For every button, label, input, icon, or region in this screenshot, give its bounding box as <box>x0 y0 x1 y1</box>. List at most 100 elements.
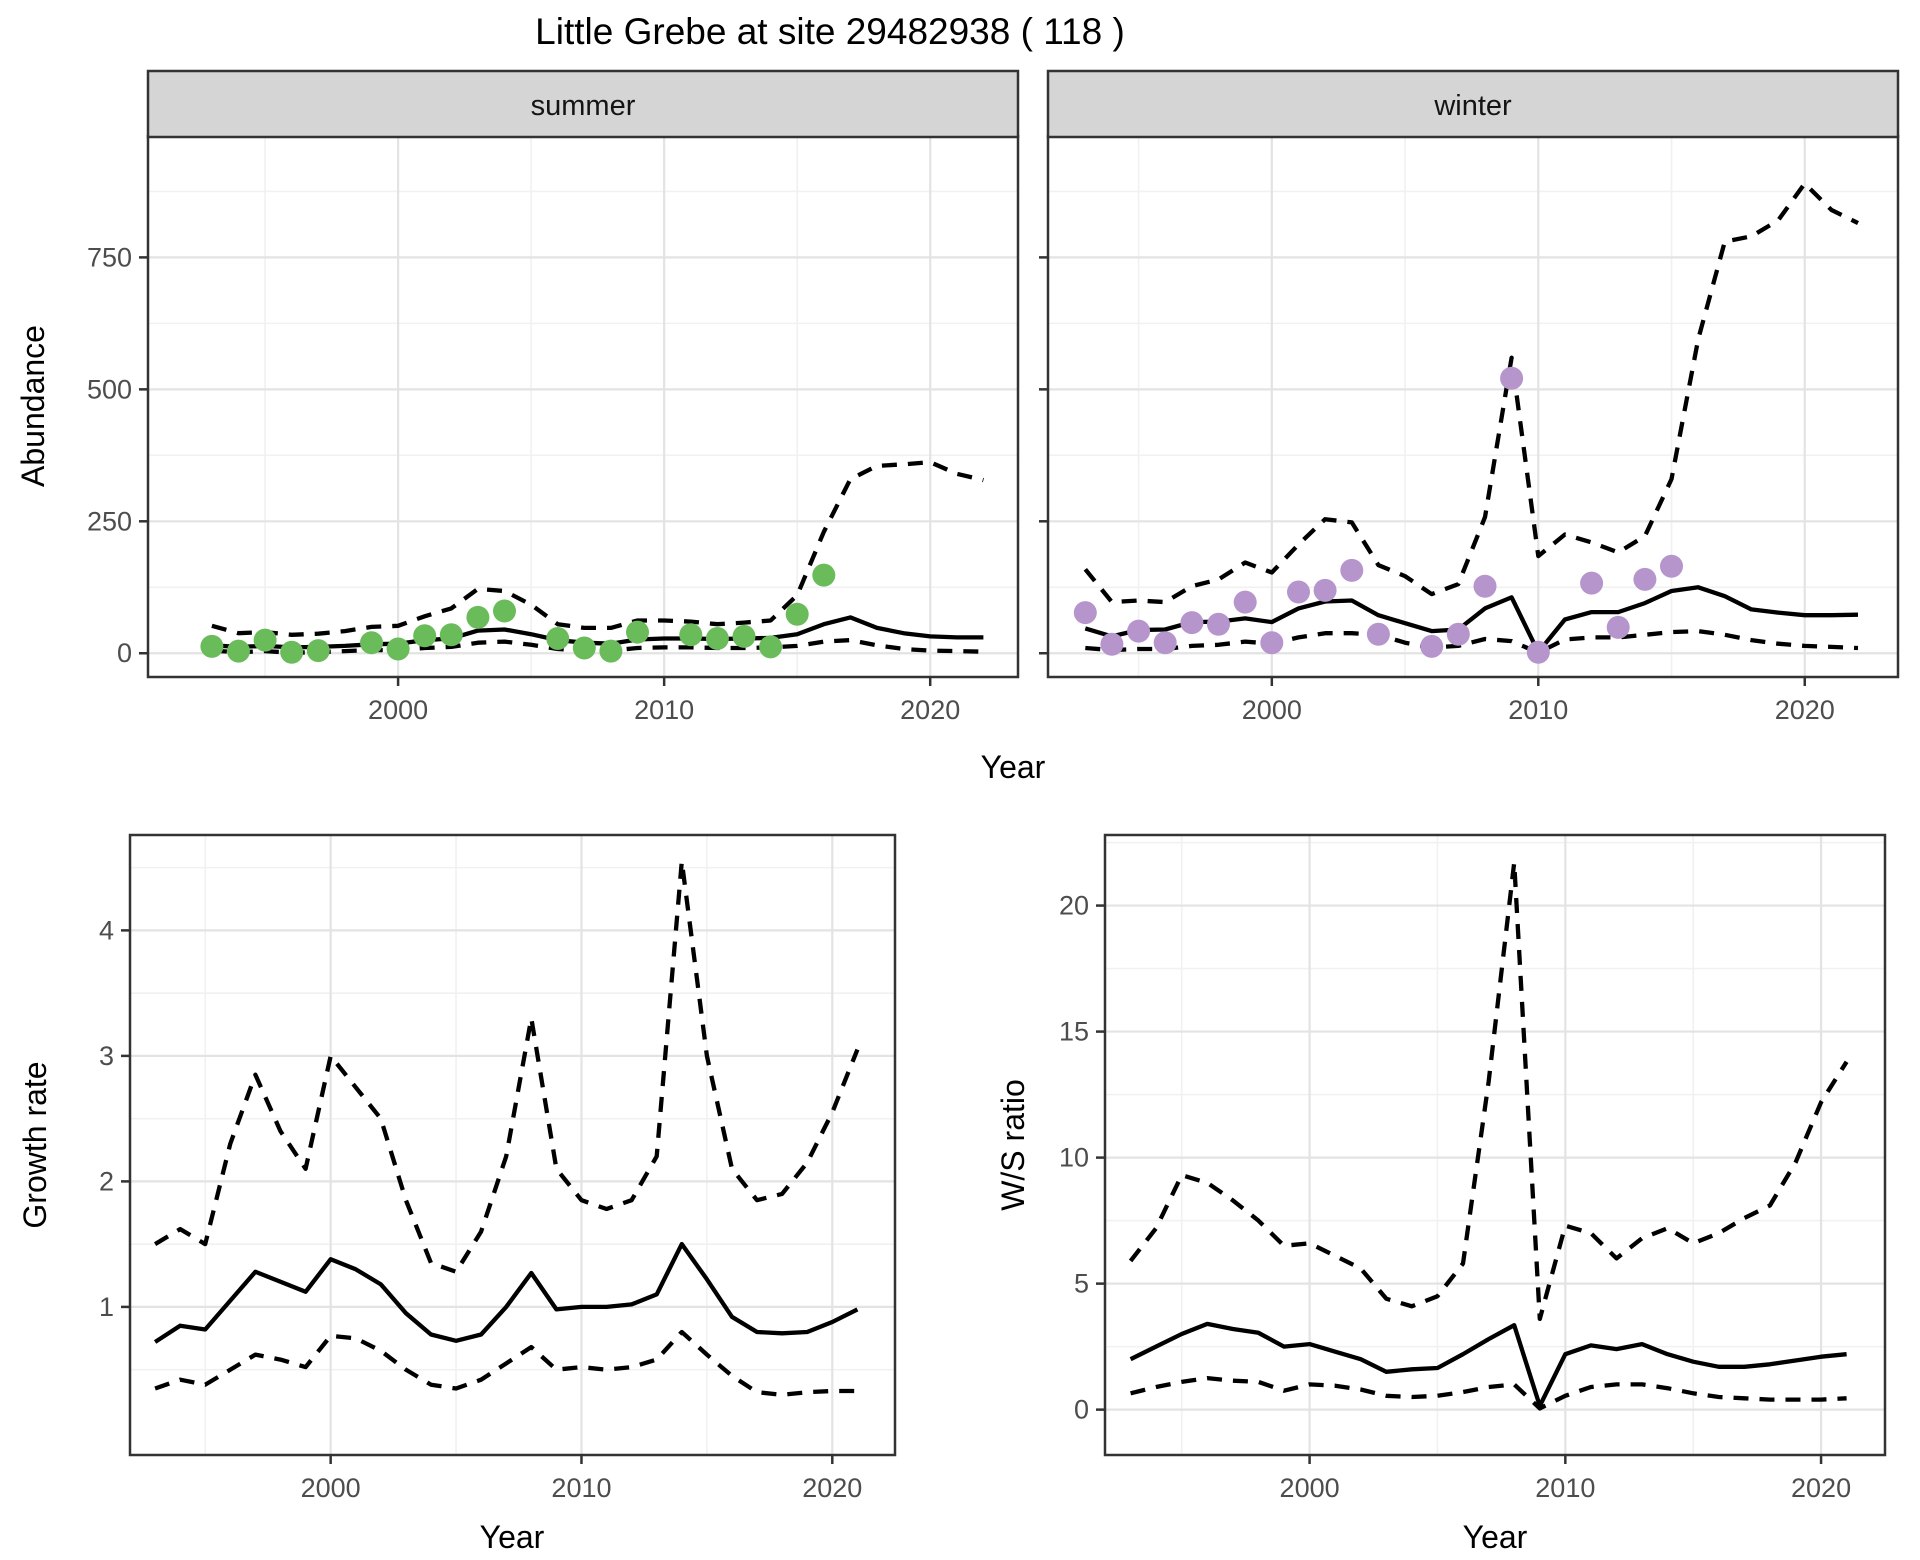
axis-ticks: 2000 2010 2020 0 5 10 15 20 <box>1059 891 1851 1503</box>
y-tick-label: 2 <box>99 1166 114 1196</box>
data-point <box>280 640 304 664</box>
y-tick-label: 500 <box>87 374 132 404</box>
panel-border <box>128 833 897 1457</box>
data-point <box>1180 611 1204 635</box>
x-tick-label: 2000 <box>301 1473 361 1503</box>
y-tick-label: 15 <box>1059 1017 1089 1047</box>
gridlines-minor <box>1105 835 1885 1455</box>
data-point <box>1207 612 1230 636</box>
y-tick-label: 750 <box>87 242 132 272</box>
y-tick-label: 250 <box>87 506 132 536</box>
x-tick-label: 2000 <box>1280 1473 1340 1503</box>
panel-border <box>1103 833 1887 1457</box>
series-mean-solid-line <box>1129 1321 1847 1409</box>
x-tick-label: 2020 <box>900 695 960 725</box>
series-upper95-dashed-line <box>1128 860 1849 1322</box>
data-point <box>599 639 623 663</box>
x-tick-label: 2010 <box>551 1473 611 1503</box>
data-point <box>572 636 596 660</box>
gridlines-major <box>1048 136 1898 677</box>
data-point <box>306 639 330 663</box>
x-tick-label: 2000 <box>1242 695 1302 725</box>
y-tick-label: 4 <box>99 915 114 945</box>
gridlines-minor <box>1048 136 1898 677</box>
data-point <box>1580 571 1604 595</box>
data-point <box>413 624 437 648</box>
y-axis-title-growth-rate: Growth rate <box>17 1061 53 1228</box>
data-point <box>1287 580 1310 604</box>
panel-abundance-summer: 2000 2010 2020 0 250 500 750 <box>87 134 1020 725</box>
y-tick-label: 1 <box>99 1292 114 1322</box>
data-point <box>732 624 756 648</box>
data-point <box>1340 558 1364 582</box>
y-tick-label: 0 <box>1074 1395 1089 1425</box>
data-point <box>1260 631 1284 655</box>
x-tick-label: 2010 <box>634 695 694 725</box>
gridlines-minor <box>130 835 895 1455</box>
data-point <box>1073 601 1097 625</box>
data-point <box>386 637 410 661</box>
plot-title: Little Grebe at site 29482938 ( 118 ) <box>535 11 1125 52</box>
facet-strip-summer-label: summer <box>531 90 636 122</box>
x-tick-label: 2020 <box>1791 1473 1851 1503</box>
x-axis-title-year-top: Year <box>981 749 1046 785</box>
facet-strip-winter: winter <box>1046 69 1900 139</box>
data-point <box>466 605 490 629</box>
data-point <box>679 623 703 647</box>
x-tick-label: 2020 <box>802 1473 862 1503</box>
panel-abundance-winter: 2000 2010 2020 <box>1039 134 1900 725</box>
x-tick-label: 2000 <box>368 695 428 725</box>
data-point <box>253 628 277 652</box>
x-axis-title-year-growth: Year <box>480 1519 545 1555</box>
x-tick-label: 2020 <box>1775 695 1835 725</box>
y-axis-title-ws-ratio: W/S ratio <box>995 1079 1031 1211</box>
data-point <box>1633 567 1657 591</box>
data-point <box>812 563 836 587</box>
data-point <box>1153 631 1177 655</box>
data-point <box>1100 632 1124 656</box>
y-axis-title-abundance: Abundance <box>15 325 51 487</box>
data-point <box>1233 590 1257 614</box>
data-point <box>626 620 649 644</box>
data-point <box>705 627 729 650</box>
panel-growth-rate: 2000 2010 2020 1 2 3 4 <box>99 833 897 1503</box>
gridlines-major <box>130 835 895 1455</box>
facet-strip-winter-box <box>1046 69 1900 139</box>
data-point <box>439 623 463 647</box>
data-point <box>360 631 383 655</box>
data-point <box>1473 574 1497 598</box>
series-mean-solid-line <box>153 1241 859 1344</box>
y-tick-label: 3 <box>99 1041 114 1071</box>
axis-ticks: 2000 2010 2020 0 250 500 750 <box>87 242 960 725</box>
data-point <box>1313 578 1337 602</box>
panel-ws-ratio: 2000 2010 2020 0 5 10 15 20 <box>1059 833 1887 1503</box>
data-point <box>1526 640 1550 664</box>
facet-strip-summer: summer <box>146 69 1020 139</box>
data-point <box>1660 554 1683 578</box>
data-point <box>1500 366 1524 390</box>
data-point <box>759 635 783 659</box>
observation-points <box>200 563 836 664</box>
data-point <box>227 639 250 663</box>
facet-strip-winter-label: winter <box>1433 90 1512 122</box>
data-point <box>200 634 224 658</box>
series-upper95-dashed-line <box>153 859 860 1274</box>
axis-ticks: 2000 2010 2020 <box>1039 256 1835 725</box>
y-tick-label: 0 <box>117 638 132 668</box>
data-point <box>1606 615 1630 639</box>
data-point <box>1420 634 1444 658</box>
facet-strip-summer-box <box>146 69 1020 139</box>
data-point <box>1446 622 1470 646</box>
y-tick-label: 10 <box>1059 1143 1089 1173</box>
data-point <box>785 602 809 626</box>
data-point <box>493 599 516 623</box>
series-lower95-dashed-line <box>1085 628 1859 655</box>
y-tick-label: 5 <box>1074 1269 1089 1299</box>
y-tick-label: 20 <box>1059 891 1089 921</box>
data-point <box>1127 619 1151 643</box>
axis-ticks: 2000 2010 2020 1 2 3 4 <box>99 915 862 1503</box>
x-axis-title-year-ws: Year <box>1463 1519 1528 1555</box>
observation-points <box>1073 366 1683 664</box>
